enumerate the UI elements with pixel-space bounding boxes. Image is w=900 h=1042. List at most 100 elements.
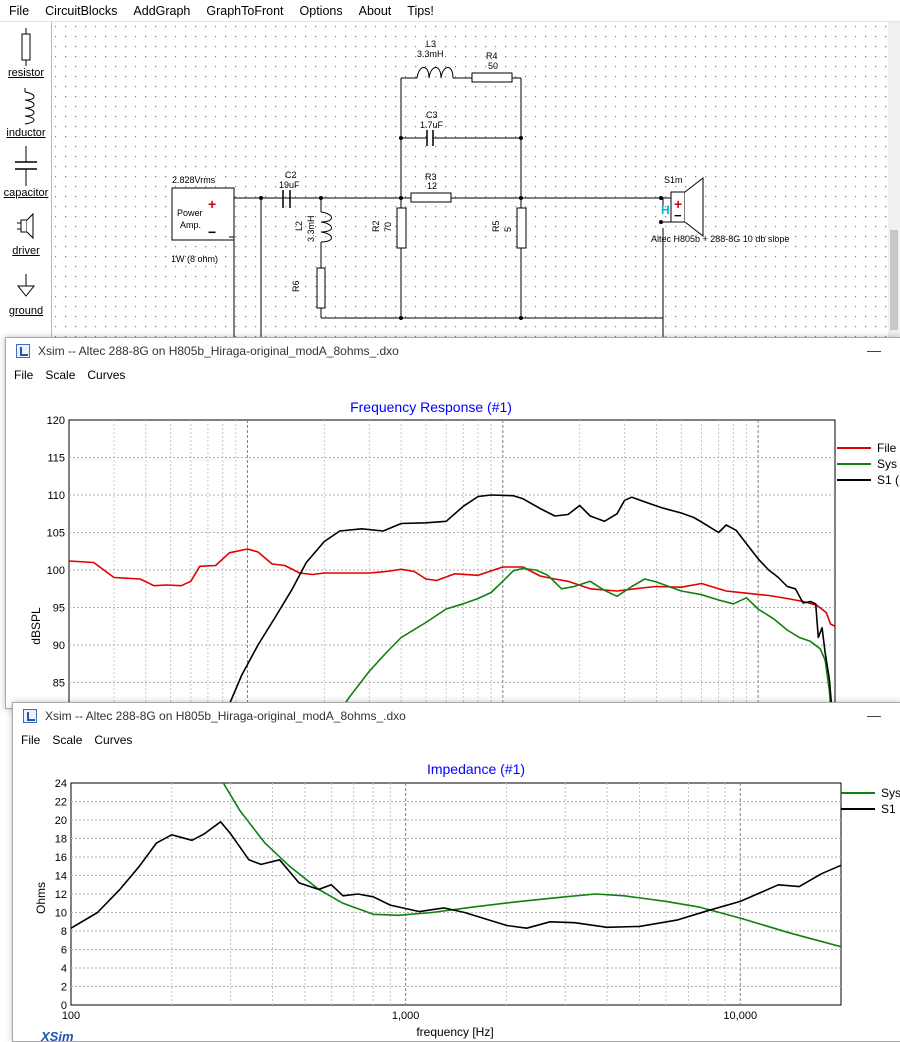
inductor-icon	[24, 88, 35, 125]
driver-minus-terminal: −	[674, 208, 682, 223]
c3-name: C3	[426, 110, 438, 120]
l2-value: 3.3mH	[306, 215, 316, 242]
r3-value: 12	[427, 181, 437, 191]
y-tick-label: 110	[47, 490, 65, 502]
y-tick-label: 24	[55, 778, 67, 790]
series-line-2	[227, 494, 833, 706]
y-tick-label: 2	[61, 982, 67, 994]
menu-circuit-blocks[interactable]: CircuitBlocks	[45, 3, 118, 18]
menu-tips[interactable]: Tips!	[407, 3, 434, 18]
c2-name: C2	[285, 170, 297, 180]
amp-note-label: 1W (8 ohm)	[171, 254, 218, 264]
r6-name: R6	[291, 280, 301, 292]
l3-value: 3.3mH	[417, 49, 444, 59]
r4-name: R4	[486, 51, 498, 61]
freq-menu-curves[interactable]: Curves	[87, 368, 126, 382]
y-tick-label: 85	[53, 678, 65, 690]
palette-inductor[interactable]: inductor	[0, 88, 52, 139]
r5-value: 5	[503, 227, 513, 232]
y-tick-label: 4	[61, 963, 67, 975]
y-tick-label: 10	[55, 908, 67, 920]
amp-plus-terminal: +	[208, 196, 216, 212]
palette-ground-label: ground	[8, 305, 44, 317]
x-tick-label: 10,000	[723, 1010, 757, 1022]
schematic-vertical-scrollbar[interactable]	[888, 22, 900, 340]
r2-name: R2	[371, 220, 381, 232]
menu-add-graph[interactable]: AddGraph	[133, 3, 191, 18]
palette-capacitor-label: capacitor	[3, 187, 49, 199]
imp-menu-file[interactable]: File	[21, 733, 41, 747]
series-line-1	[342, 567, 832, 706]
y-tick-label: 90	[53, 640, 65, 652]
y-tick-label: 115	[47, 453, 65, 465]
freq-chart-title: Frequency Response (#1)	[350, 399, 512, 415]
minimize-button[interactable]: —	[867, 707, 881, 723]
freq-window-menu: File Scale Curves	[6, 364, 900, 386]
y-tick-label: 20	[55, 815, 67, 827]
legend-entry[interactable]: S1 (	[877, 473, 899, 487]
r3-name: R3	[425, 172, 437, 182]
amp-label-line2: Amp.	[180, 220, 201, 230]
y-tick-label: 0	[61, 1000, 67, 1012]
y-tick-label: 16	[55, 852, 67, 864]
freq-menu-scale[interactable]: Scale	[45, 368, 76, 382]
imp-window-menu: File Scale Curves	[13, 729, 900, 751]
r6-resistor[interactable]	[316, 267, 326, 309]
s1m-description: Altec H805b + 288-8G 10 db slope	[651, 234, 789, 244]
legend-entry[interactable]: Sys	[877, 457, 897, 471]
y-tick-label: 6	[61, 945, 67, 957]
impedance-chart[interactable]: Impedance (#1) Ohms frequency [Hz] XSim …	[13, 751, 900, 1041]
palette-inductor-label: inductor	[6, 127, 46, 139]
palette-ground[interactable]: ground	[0, 272, 52, 317]
amp-label-line1: Power	[177, 208, 203, 218]
palette-capacitor[interactable]: capacitor	[0, 146, 52, 199]
y-tick-label: 120	[47, 415, 65, 427]
r3-resistor[interactable]	[410, 192, 452, 203]
capacitor-icon	[15, 146, 37, 186]
imp-x-axis-label: frequency [Hz]	[416, 1025, 493, 1039]
y-tick-label: 8	[61, 926, 67, 938]
resistor-icon	[21, 28, 31, 66]
freq-menu-file[interactable]: File	[14, 368, 34, 382]
freq-window-titlebar[interactable]: Xsim -- Altec 288-8G on H805b_Hiraga-ori…	[6, 338, 900, 364]
x-tick-label: 100	[62, 1010, 80, 1022]
imp-menu-scale[interactable]: Scale	[52, 733, 83, 747]
imp-menu-curves[interactable]: Curves	[94, 733, 133, 747]
y-tick-label: 22	[55, 797, 67, 809]
palette-resistor-label: resistor	[7, 67, 45, 79]
power-amp-block[interactable]	[171, 187, 235, 241]
xsim-app-icon	[16, 344, 30, 358]
r5-resistor[interactable]	[516, 207, 527, 249]
l3-name: L3	[426, 39, 436, 49]
y-tick-label: 95	[53, 603, 65, 615]
driver-icon	[17, 212, 34, 240]
frequency-response-chart[interactable]: Frequency Response (#1) dBSPL 120 115 110 1…	[6, 386, 900, 706]
component-palette: resistor inductor capacitor driver g	[0, 22, 52, 340]
legend-entry[interactable]: File	[877, 441, 897, 455]
minimize-button[interactable]: —	[867, 342, 881, 358]
schematic-canvas[interactable]: 2.828Vrms Power Amp. 1W (8 ohm) C2 19uF …	[53, 22, 900, 340]
r4-resistor[interactable]	[471, 72, 513, 83]
palette-resistor[interactable]: resistor	[0, 28, 52, 79]
series-line-1	[71, 821, 841, 929]
r2-resistor[interactable]	[396, 207, 407, 249]
palette-driver[interactable]: driver	[0, 210, 52, 257]
imp-window-titlebar[interactable]: Xsim -- Altec 288-8G on H805b_Hiraga-ori…	[13, 703, 900, 729]
c3-value: 1.7uF	[420, 120, 444, 130]
xsim-app-icon	[23, 709, 37, 723]
r4-value: 50	[488, 61, 498, 71]
frequency-response-window[interactable]: Xsim -- Altec 288-8G on H805b_Hiraga-ori…	[5, 337, 900, 709]
r5-name: R5	[491, 220, 501, 232]
driver-plus-terminal: +	[674, 196, 682, 212]
palette-driver-label: driver	[12, 245, 40, 257]
xsim-logo: XSim	[40, 1029, 74, 1041]
legend-entry[interactable]: S1	[881, 802, 896, 816]
legend-entry[interactable]: Sys	[881, 786, 900, 800]
impedance-window[interactable]: Xsim -- Altec 288-8G on H805b_Hiraga-ori…	[12, 702, 900, 1042]
menu-about[interactable]: About	[358, 3, 392, 18]
menu-file[interactable]: File	[9, 3, 30, 18]
menu-options[interactable]: Options	[299, 3, 343, 18]
series-line-0	[222, 783, 841, 948]
s1m-name: S1m	[664, 175, 683, 185]
menu-graph-to-front[interactable]: GraphToFront	[206, 3, 284, 18]
